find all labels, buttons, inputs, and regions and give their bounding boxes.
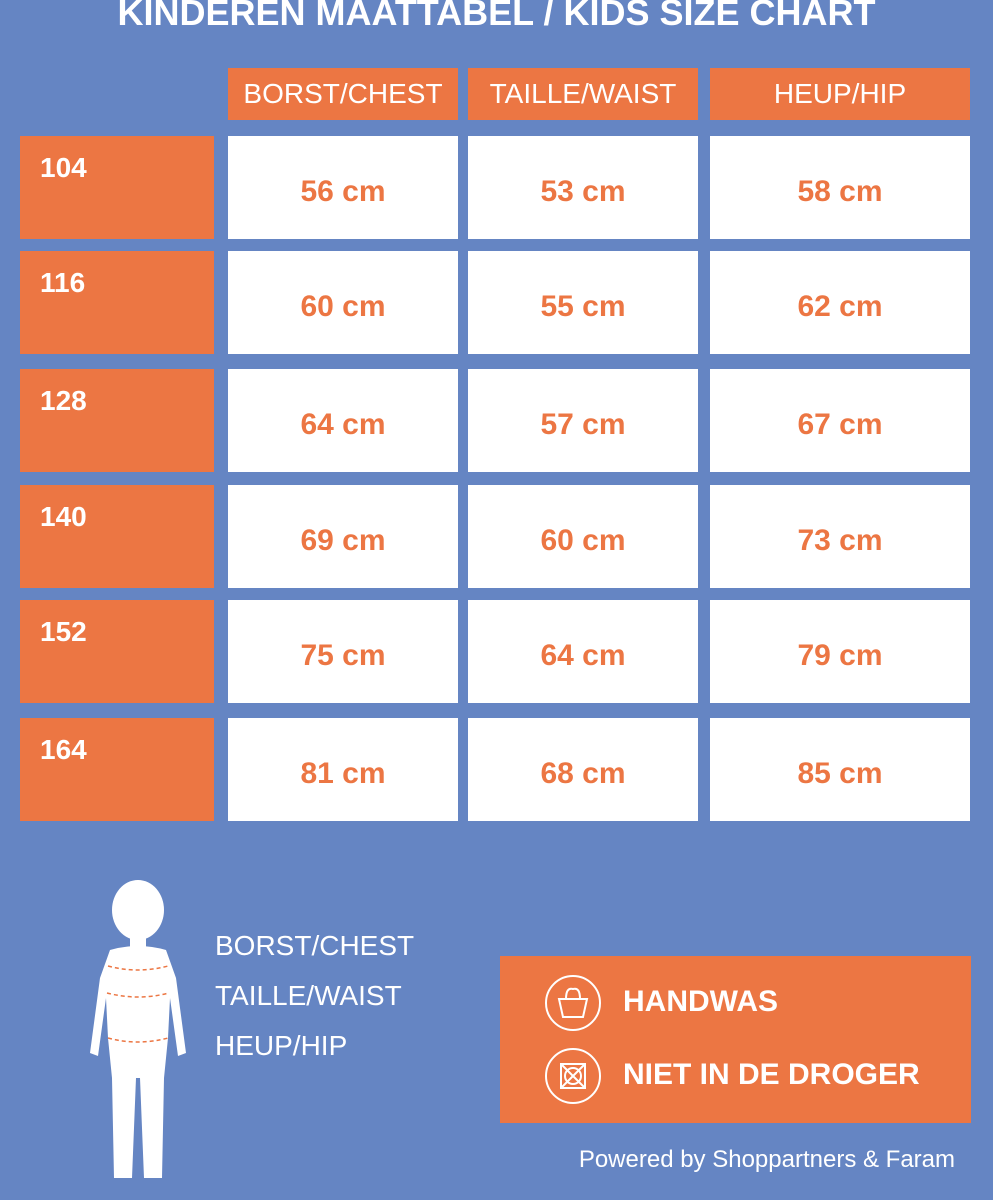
care-box	[500, 956, 971, 1123]
table-cell: 62 cm	[710, 251, 970, 354]
table-cell: 69 cm	[228, 485, 458, 588]
table-cell: 60 cm	[468, 485, 698, 588]
table-cell: 79 cm	[710, 600, 970, 703]
size-label: 116	[20, 251, 214, 354]
column-header: HEUP/HIP	[710, 68, 970, 120]
table-cell: 56 cm	[228, 136, 458, 239]
care-icons	[545, 975, 601, 1104]
table-cell: 85 cm	[710, 718, 970, 821]
table-cell: 55 cm	[468, 251, 698, 354]
table-cell: 58 cm	[710, 136, 970, 239]
size-label: 152	[20, 600, 214, 703]
table-cell: 67 cm	[710, 369, 970, 472]
legend-label: HEUP/HIP	[215, 1030, 348, 1061]
table-cell: 75 cm	[228, 600, 458, 703]
size-label: 104	[20, 136, 214, 239]
size-label: 140	[20, 485, 214, 588]
table-cell: 64 cm	[228, 369, 458, 472]
table-cell: 57 cm	[468, 369, 698, 472]
care-label: HANDWAS	[623, 985, 778, 1018]
column-header: BORST/CHEST	[228, 68, 458, 120]
table-cell: 81 cm	[228, 718, 458, 821]
legend-label: TAILLE/WAIST	[215, 980, 402, 1011]
table-cell: 68 cm	[468, 718, 698, 821]
table-cell: 64 cm	[468, 600, 698, 703]
footer: Powered by Shoppartners & Faram	[578, 1146, 955, 1173]
table-cell: 73 cm	[710, 485, 970, 588]
size-label: 128	[20, 369, 214, 472]
table-cell: 60 cm	[228, 251, 458, 354]
table-cell: 53 cm	[468, 136, 698, 239]
legend-label: BORST/CHEST	[215, 930, 415, 961]
title: KINDEREN MAATTABEL / KIDS SIZE CHART	[117, 0, 876, 33]
care-label: NIET IN DE DROGER	[623, 1058, 920, 1091]
child-figure	[90, 880, 186, 1178]
size-label: 164	[20, 718, 214, 821]
column-header: TAILLE/WAIST	[468, 68, 698, 120]
